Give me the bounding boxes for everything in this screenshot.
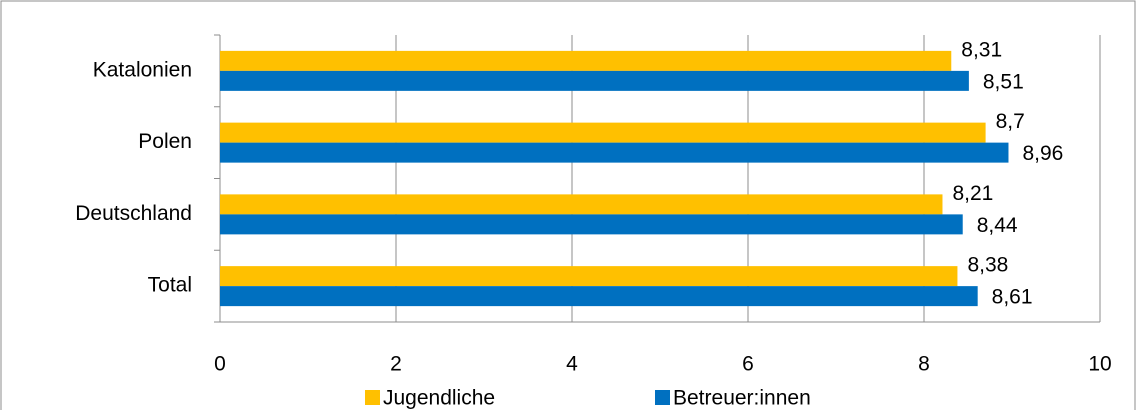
bar [220, 70, 969, 91]
y-tick-label: Polen [138, 130, 192, 153]
bar [220, 214, 963, 235]
x-tick-label: 4 [566, 353, 578, 376]
data-label: 8,38 [967, 254, 1008, 277]
x-tick-label: 0 [214, 353, 226, 376]
legend-label: Jugendliche [383, 387, 495, 410]
data-label: 8,61 [992, 286, 1033, 309]
bar [220, 122, 986, 143]
data-label: 8,21 [952, 182, 993, 205]
y-tick-label: Total [148, 274, 192, 297]
legend-swatch [655, 390, 670, 405]
bar [220, 266, 958, 287]
legend-label: Betreuer:innen [673, 387, 811, 410]
x-tick-label: 2 [390, 353, 402, 376]
y-tick-label: Deutschland [75, 202, 192, 225]
x-tick-label: 8 [918, 353, 930, 376]
bar [220, 286, 978, 307]
x-tick-label: 10 [1088, 353, 1111, 376]
data-label: 8,7 [996, 110, 1025, 133]
bar [220, 50, 952, 71]
data-label: 8,44 [977, 214, 1018, 237]
data-label: 8,51 [983, 70, 1024, 93]
x-tick-label: 6 [742, 353, 754, 376]
y-tick-label: Katalonien [93, 58, 192, 81]
bar [220, 194, 943, 215]
data-label: 8,96 [1022, 142, 1063, 165]
data-label: 8,31 [961, 38, 1002, 61]
bar [220, 142, 1009, 163]
legend-swatch [365, 390, 380, 405]
